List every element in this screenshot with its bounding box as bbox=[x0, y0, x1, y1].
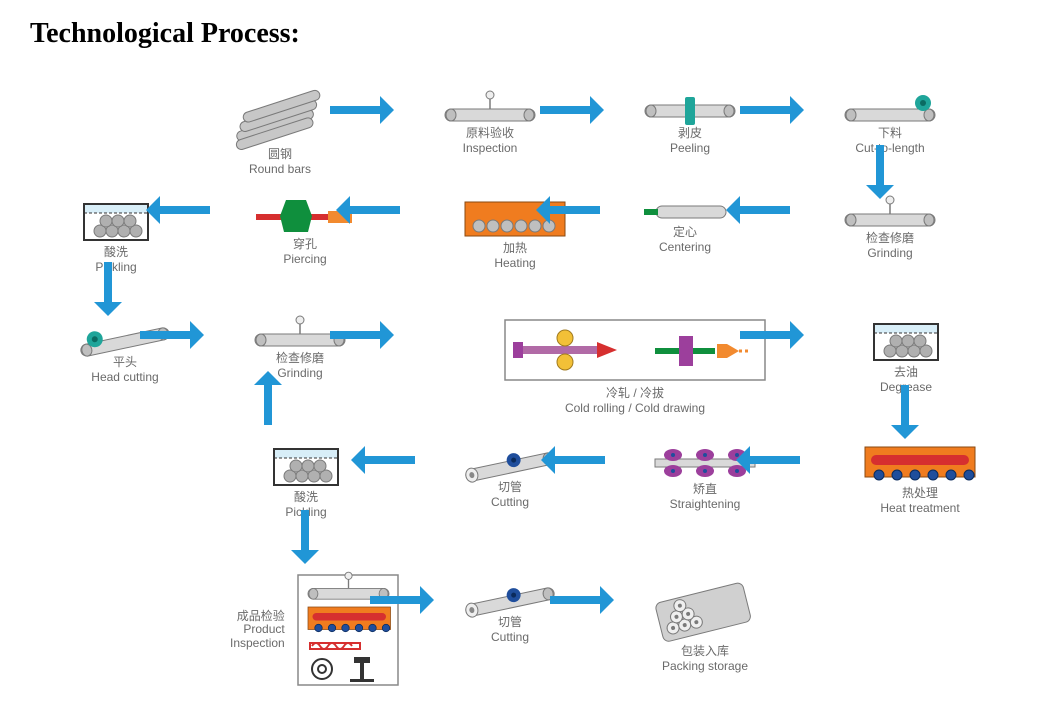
flow-arrow bbox=[330, 96, 394, 129]
stage-degrease: 去油Degrease bbox=[870, 320, 942, 394]
stage-label-en: Cutting bbox=[491, 631, 529, 644]
stage-label-en: Grinding bbox=[867, 247, 912, 260]
stage-label-en: Heating bbox=[494, 257, 535, 270]
stage-label-cn: 切管 bbox=[498, 616, 522, 629]
stage-label-en: Round bars bbox=[249, 163, 311, 176]
flow-arrow bbox=[726, 196, 790, 229]
flow-arrow bbox=[740, 96, 804, 129]
flow-arrow bbox=[140, 321, 204, 354]
stage-label-en: Inspection bbox=[463, 142, 518, 155]
flow-arrow bbox=[336, 196, 400, 229]
stage-label-cn: 检查修磨 bbox=[276, 352, 324, 365]
flow-arrow bbox=[254, 371, 282, 430]
cold-rolling-icon bbox=[500, 315, 770, 385]
stage-label-cn: 圆钢 bbox=[268, 148, 292, 161]
stage-label-cn: 去油 bbox=[894, 366, 918, 379]
inspection-icon bbox=[440, 95, 540, 125]
degrease-icon bbox=[870, 320, 942, 364]
grinding-1-icon bbox=[840, 200, 940, 230]
flow-arrow bbox=[330, 321, 394, 354]
stage-label-cn: 剥皮 bbox=[678, 127, 702, 140]
flow-arrow bbox=[146, 196, 210, 229]
stage-label-en: Cutting bbox=[491, 496, 529, 509]
flow-arrow bbox=[94, 262, 122, 321]
stage-label-en: Grinding bbox=[277, 367, 322, 380]
stage-packing: 包装入库 Packing storage bbox=[650, 575, 760, 673]
flow-arrow bbox=[536, 196, 600, 229]
stage-label-cn: 热处理 bbox=[902, 487, 938, 500]
stage-label-en: Straightening bbox=[670, 498, 741, 511]
stage-label-cn: 酸洗 bbox=[104, 246, 128, 259]
stage-label-cn: 切管 bbox=[498, 481, 522, 494]
flow-arrow bbox=[540, 96, 604, 129]
stage-peeling: 剥皮 Peeling bbox=[640, 95, 740, 155]
stage-label-cn: 平头 bbox=[113, 356, 137, 369]
stage-heat-treatment: 热处理 Heat treatment bbox=[860, 445, 980, 515]
stage-label-en: Peeling bbox=[670, 142, 710, 155]
flow-arrow bbox=[291, 510, 319, 569]
flow-arrow bbox=[866, 145, 894, 204]
flow-arrow bbox=[736, 446, 800, 479]
stage-label-cn: 下料 bbox=[878, 127, 902, 140]
stage-label-cn: 冷轧 / 冷拔 bbox=[606, 387, 664, 400]
stage-label-cn: 穿孔 bbox=[293, 238, 317, 251]
stage-cutting-2: 切管 Cutting bbox=[460, 580, 560, 644]
pickling-2-icon bbox=[270, 445, 342, 489]
stage-label-en: Head cutting bbox=[91, 371, 158, 384]
stage-label-cn: 包装入库 bbox=[681, 645, 729, 658]
stage-label-cn: 检查修磨 bbox=[866, 232, 914, 245]
stage-round-bars: 圆钢 Round bars bbox=[230, 90, 330, 176]
stage-label-en: Piercing bbox=[283, 253, 326, 266]
stage-label-cn: 酸洗 bbox=[294, 491, 318, 504]
packing-icon bbox=[650, 575, 760, 643]
flow-arrow bbox=[550, 586, 614, 619]
stage-label-en: Cold rolling / Cold drawing bbox=[565, 402, 705, 415]
stage-label-en: Centering bbox=[659, 241, 711, 254]
stage-inspection: 原料验收 Inspection bbox=[440, 95, 540, 155]
flow-arrow bbox=[740, 321, 804, 354]
flow-arrow bbox=[370, 586, 434, 619]
cutting-2-icon bbox=[460, 580, 560, 614]
stage-pickling-2: 酸洗Pickling bbox=[270, 445, 342, 519]
flow-arrow bbox=[351, 446, 415, 479]
stage-label-cn: 定心 bbox=[673, 226, 697, 239]
round-bars-icon bbox=[230, 90, 330, 146]
pickling-1-icon bbox=[80, 200, 152, 244]
stage-grinding-1: 检查修磨 Grinding bbox=[840, 200, 940, 260]
stage-label-cn: 加热 bbox=[503, 242, 527, 255]
stage-label-en: Product Inspection bbox=[230, 623, 285, 649]
stage-label-en: Heat treatment bbox=[880, 502, 959, 515]
stage-cold-rolling: 冷轧 / 冷拔 Cold rolling / Cold drawing bbox=[500, 315, 770, 415]
stage-centering: 定心 Centering bbox=[640, 200, 730, 254]
flow-arrow bbox=[541, 446, 605, 479]
heat-treatment-icon bbox=[860, 445, 980, 485]
stage-label-en: Packing storage bbox=[662, 660, 748, 673]
flow-arrow bbox=[891, 385, 919, 444]
peeling-icon bbox=[640, 95, 740, 125]
stage-label-cn: 原料验收 bbox=[466, 127, 514, 140]
page-title: Technological Process: bbox=[30, 18, 300, 50]
centering-icon bbox=[640, 200, 730, 224]
stage-label-cn: 矫直 bbox=[693, 483, 717, 496]
cut-to-length-icon bbox=[840, 95, 940, 125]
